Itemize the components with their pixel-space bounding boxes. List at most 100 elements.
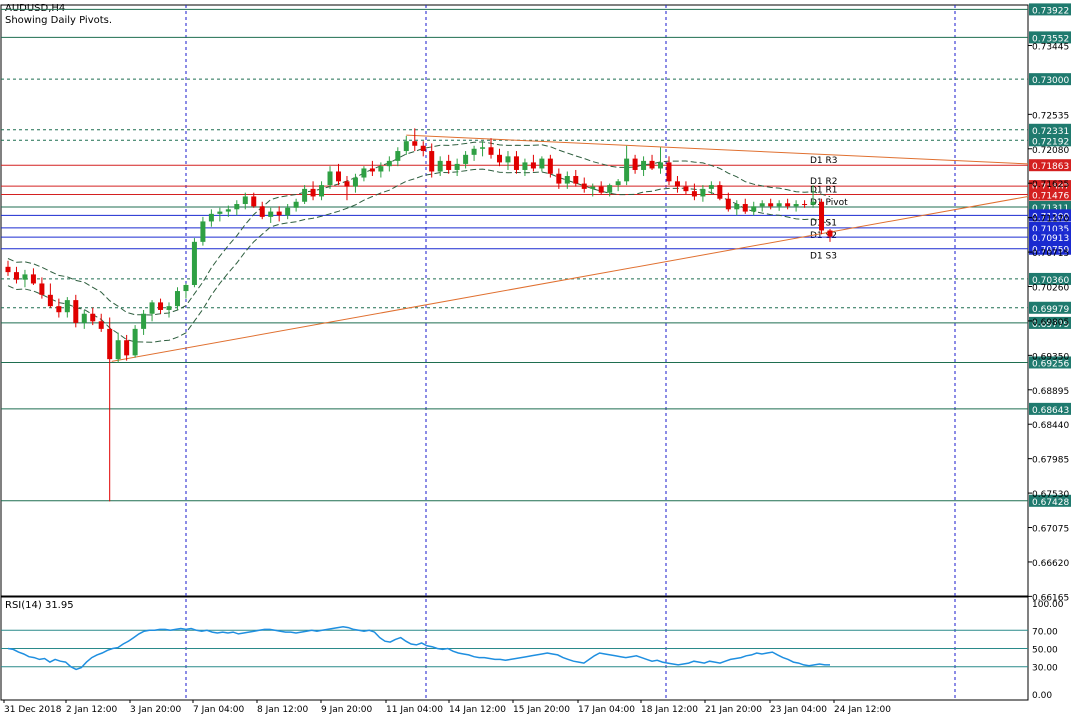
candle-body	[47, 294, 53, 307]
rsi-line	[7, 625, 830, 671]
candle-body	[624, 158, 630, 182]
candle-body	[556, 173, 562, 184]
rsi-tick-label: 0.00	[1032, 691, 1052, 701]
main-panel-border	[0, 4, 1029, 597]
candle-body	[30, 274, 36, 284]
candle-body	[505, 156, 511, 163]
candle-body	[98, 321, 104, 329]
candle-body	[369, 168, 375, 172]
price-tag	[1029, 73, 1071, 86]
price-tag	[1029, 159, 1071, 172]
candle-body	[217, 211, 223, 214]
candle-body	[649, 160, 655, 169]
lower-band	[7, 168, 831, 343]
candle-body	[463, 154, 469, 164]
candle-body	[327, 171, 333, 186]
candle-body	[590, 186, 596, 189]
candle-body	[166, 306, 172, 310]
pivot-label: D1 S2	[810, 231, 837, 241]
candle-body	[674, 181, 680, 187]
candle-body	[22, 274, 28, 280]
time-tick-label: 7 Jan 04:00	[193, 705, 245, 715]
price-tick-label: 0.73445	[1032, 42, 1069, 52]
candle-body	[573, 176, 579, 184]
candle-body	[446, 160, 452, 170]
price-tag-text: 0.73000	[1032, 76, 1069, 86]
time-tick-label: 14 Jan 12:00	[449, 705, 506, 715]
price-tick-label: 0.67530	[1032, 490, 1069, 500]
candle-body	[691, 191, 697, 197]
candle-body	[352, 177, 358, 187]
candle-body	[395, 151, 401, 161]
price-tag	[1029, 242, 1071, 255]
time-tick-label: 3 Jan 20:00	[130, 705, 182, 715]
candle-body	[759, 203, 765, 207]
price-tick-label: 0.69350	[1032, 352, 1069, 362]
candle-body	[361, 168, 367, 178]
candle-body	[191, 241, 197, 285]
price-tick-label: 0.67985	[1032, 456, 1069, 466]
pivot-label: D1 Pivot	[810, 198, 848, 208]
time-tick-label: 21 Jan 20:00	[705, 705, 762, 715]
price-tag	[1029, 123, 1071, 136]
candle-body	[412, 141, 418, 146]
price-tag-text: 0.72192	[1032, 137, 1069, 147]
price-tag-text: 0.72331	[1032, 127, 1069, 137]
time-tick-label: 23 Jan 04:00	[770, 705, 827, 715]
time-tick-label: 31 Dec 2018	[4, 705, 62, 715]
price-tag-text: 0.69779	[1032, 320, 1069, 330]
price-tag	[1029, 31, 1071, 44]
price-tag-text: 0.68643	[1032, 406, 1069, 416]
price-tick-label: 0.70260	[1032, 284, 1069, 294]
rising-trendline	[111, 195, 1029, 362]
candle-body	[598, 186, 604, 193]
candle-body	[547, 158, 553, 174]
price-tick-label: 0.66620	[1032, 559, 1069, 569]
price-axis: 0.73445 0.72535 0.72080 0.71625 0.71170 0.707…	[1028, 42, 1069, 603]
candle-body	[708, 185, 714, 189]
candle-body	[276, 211, 282, 216]
candle-body	[488, 147, 494, 155]
candle-body	[225, 209, 231, 212]
price-tick-label: 0.69805	[1032, 318, 1069, 328]
candle-body	[141, 313, 147, 329]
candle-body	[497, 154, 503, 163]
candle-body	[81, 313, 87, 323]
price-tag-text: 0.71587	[1032, 183, 1069, 193]
candle-body	[742, 204, 748, 212]
candle-body	[64, 300, 70, 313]
candle-body	[607, 185, 613, 193]
upper-band	[7, 141, 831, 316]
price-tag	[1029, 356, 1071, 369]
price-tag	[1029, 494, 1071, 507]
candle-body	[149, 302, 155, 314]
candle-body	[107, 328, 113, 360]
pivot-label: D1 R1	[810, 185, 838, 195]
price-tag	[1029, 188, 1071, 201]
candle-body	[285, 207, 291, 216]
pivot-label: D1 S3	[810, 252, 837, 262]
price-tick-label: 0.68895	[1032, 387, 1069, 397]
price-tag	[1029, 301, 1071, 314]
candle-body	[174, 291, 180, 307]
time-tick-label: 9 Jan 20:00	[321, 705, 373, 715]
candle-body	[522, 162, 528, 170]
candle-body	[319, 185, 325, 197]
candle-body	[725, 198, 731, 210]
candles	[5, 128, 833, 502]
price-tag-text: 0.70759	[1032, 246, 1069, 256]
candle-body	[200, 221, 206, 242]
candle-body	[124, 340, 130, 356]
candle-body	[115, 340, 121, 360]
chart-subtitle: Showing Daily Pivots.	[5, 15, 113, 26]
price-tick-label: 0.67075	[1032, 525, 1069, 535]
price-tag-text: 0.71311	[1032, 204, 1069, 214]
candle-body	[793, 204, 799, 207]
price-tag-text: 0.70913	[1032, 234, 1069, 244]
candle-body	[615, 181, 621, 186]
candle-body	[539, 158, 545, 169]
price-tag-text: 0.71035	[1032, 225, 1069, 235]
rsi-tick-label: 50.00	[1032, 646, 1058, 656]
time-tick-label: 18 Jan 12:00	[641, 705, 698, 715]
